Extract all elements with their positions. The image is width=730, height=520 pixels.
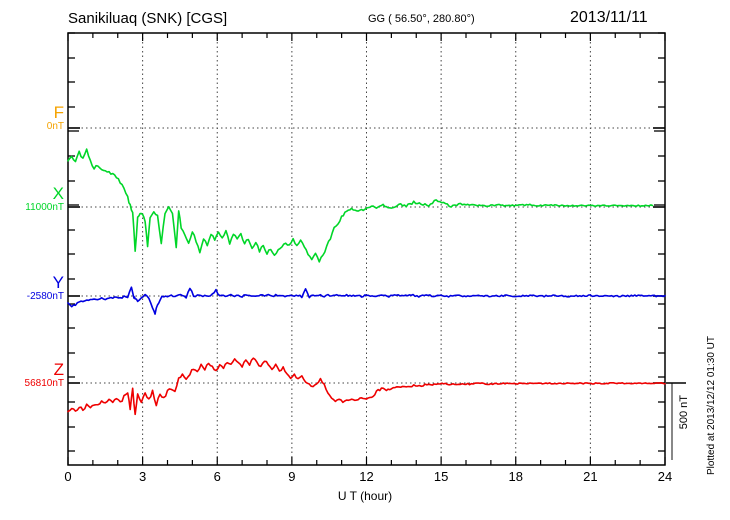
scalebar-label: 500 nT (678, 395, 690, 430)
axis-ticks (67, 32, 666, 465)
x-tick-label-9: 9 (288, 469, 296, 484)
observation-date: 2013/11/11 (570, 9, 648, 26)
component-value-f: 0nT (46, 121, 64, 132)
x-axis-title: U T (hour) (337, 489, 393, 503)
component-symbol-x: X (52, 184, 64, 203)
x-tick-label-3: 3 (139, 469, 147, 484)
component-label-y: Y -2580nT (0, 274, 64, 303)
x-tick-label-21: 21 (583, 469, 598, 484)
component-label-x: X 11000nT (0, 185, 64, 214)
geographic-coordinates: GG ( 56.50°, 280.80°) (368, 13, 475, 25)
plot-frame (67, 32, 666, 466)
scale-bar (666, 382, 686, 460)
plotted-at-timestamp: Plotted at 2013/12/12 01:30 UT (706, 336, 717, 475)
data-traces (67, 148, 666, 416)
component-symbol-f: F (53, 103, 64, 122)
x-tick-label-15: 15 (433, 469, 449, 484)
component-label-f: F 0nT (0, 104, 64, 133)
component-value-z: 56810nT (24, 378, 64, 389)
component-label-z: Z 56810nT (0, 361, 64, 390)
x-tick-label-12: 12 (359, 469, 374, 484)
x-tick-label-18: 18 (508, 469, 523, 484)
component-symbol-z: Z (53, 360, 64, 379)
component-value-x: 11000nT (25, 202, 64, 213)
component-symbol-y: Y (52, 273, 64, 292)
x-tick-label-0: 0 (64, 469, 72, 484)
page-title: Sanikiluaq (SNK) [CGS] (68, 10, 228, 27)
component-value-y: -2580nT (26, 291, 64, 302)
x-tick-label-24: 24 (657, 469, 673, 484)
x-tick-label-6: 6 (213, 469, 221, 484)
